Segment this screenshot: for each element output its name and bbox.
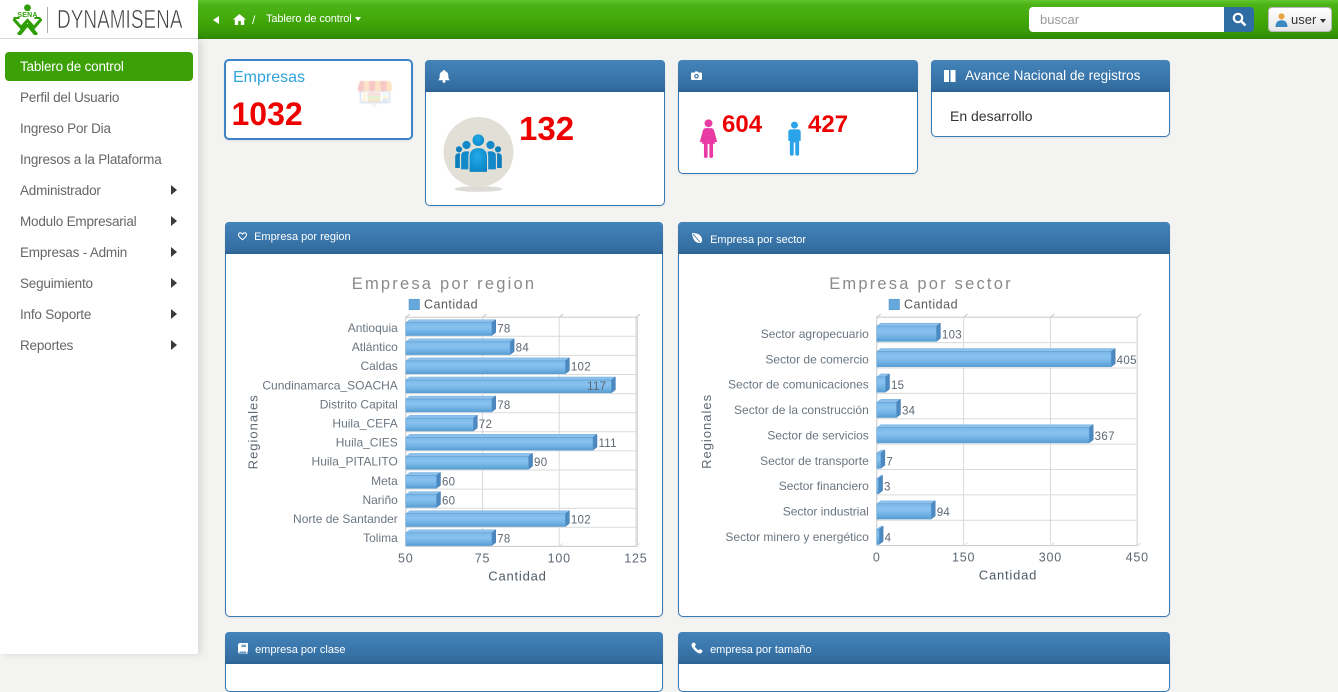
svg-text:Nariño: Nariño [362, 493, 398, 507]
svg-text:117: 117 [587, 381, 606, 393]
svg-text:Cantidad: Cantidad [424, 298, 478, 312]
svg-text:84: 84 [516, 343, 530, 355]
svg-text:Regionales: Regionales [246, 394, 261, 469]
svg-text:Norte de Santander: Norte de Santander [293, 512, 398, 526]
svg-text:Huila_CIES: Huila_CIES [336, 436, 398, 450]
svg-text:Sector financiero: Sector financiero [779, 479, 869, 493]
svg-text:Sector de comunicaciones: Sector de comunicaciones [728, 378, 869, 392]
svg-text:Sector de comercio: Sector de comercio [765, 352, 869, 366]
svg-text:Huila_PITALITO: Huila_PITALITO [312, 455, 398, 469]
svg-text:Antioquia: Antioquia [348, 321, 398, 335]
svg-text:Cantidad: Cantidad [488, 568, 546, 583]
svg-text:Cundinamarca_SOACHA: Cundinamarca_SOACHA [262, 378, 397, 392]
svg-text:103: 103 [942, 329, 962, 341]
svg-text:15: 15 [891, 380, 904, 392]
svg-text:0: 0 [873, 551, 881, 565]
svg-text:Regionales: Regionales [699, 394, 714, 469]
svg-text:Tolima: Tolima [363, 531, 398, 545]
svg-text:Distrito Capital: Distrito Capital [320, 397, 398, 411]
svg-text:150: 150 [952, 551, 975, 565]
svg-text:75: 75 [475, 551, 491, 565]
svg-text:90: 90 [534, 457, 547, 469]
svg-text:Sector industrial: Sector industrial [783, 505, 869, 519]
svg-text:60: 60 [442, 495, 455, 507]
svg-text:Sector agropecuario: Sector agropecuario [761, 327, 869, 341]
svg-text:Huila_CEFA: Huila_CEFA [332, 417, 397, 431]
svg-text:Empresa por region: Empresa por region [352, 275, 537, 293]
svg-text:Meta: Meta [371, 474, 398, 488]
svg-text:Empresa por sector: Empresa por sector [829, 275, 1013, 293]
svg-text:405: 405 [1117, 355, 1137, 367]
svg-text:Sector de la construcción: Sector de la construcción [734, 403, 869, 417]
svg-text:300: 300 [1039, 551, 1062, 565]
svg-text:Cantidad: Cantidad [979, 568, 1037, 583]
svg-text:3: 3 [884, 482, 891, 494]
svg-text:72: 72 [479, 419, 492, 431]
svg-text:102: 102 [571, 362, 591, 374]
svg-text:4: 4 [885, 532, 892, 544]
svg-text:94: 94 [937, 507, 951, 519]
svg-text:Caldas: Caldas [360, 359, 397, 373]
svg-text:7: 7 [886, 456, 893, 468]
svg-text:367: 367 [1095, 431, 1115, 443]
svg-text:SENA: SENA [17, 12, 37, 19]
svg-text:Sector de servicios: Sector de servicios [767, 428, 868, 442]
svg-text:102: 102 [571, 515, 591, 527]
svg-text:Sector de transporte: Sector de transporte [760, 454, 869, 468]
svg-text:60: 60 [442, 476, 455, 488]
svg-text:450: 450 [1126, 551, 1149, 565]
svg-text:111: 111 [598, 438, 616, 450]
svg-text:Sector minero y energético: Sector minero y energético [725, 530, 869, 544]
svg-text:50: 50 [398, 551, 414, 565]
svg-text:78: 78 [497, 534, 510, 546]
svg-text:34: 34 [902, 406, 916, 418]
svg-text:78: 78 [497, 324, 510, 336]
svg-text:Cantidad: Cantidad [904, 298, 958, 312]
svg-text:78: 78 [497, 400, 510, 412]
svg-text:Atlántico: Atlántico [352, 340, 398, 354]
svg-text:125: 125 [624, 551, 647, 565]
svg-text:100: 100 [548, 551, 571, 565]
